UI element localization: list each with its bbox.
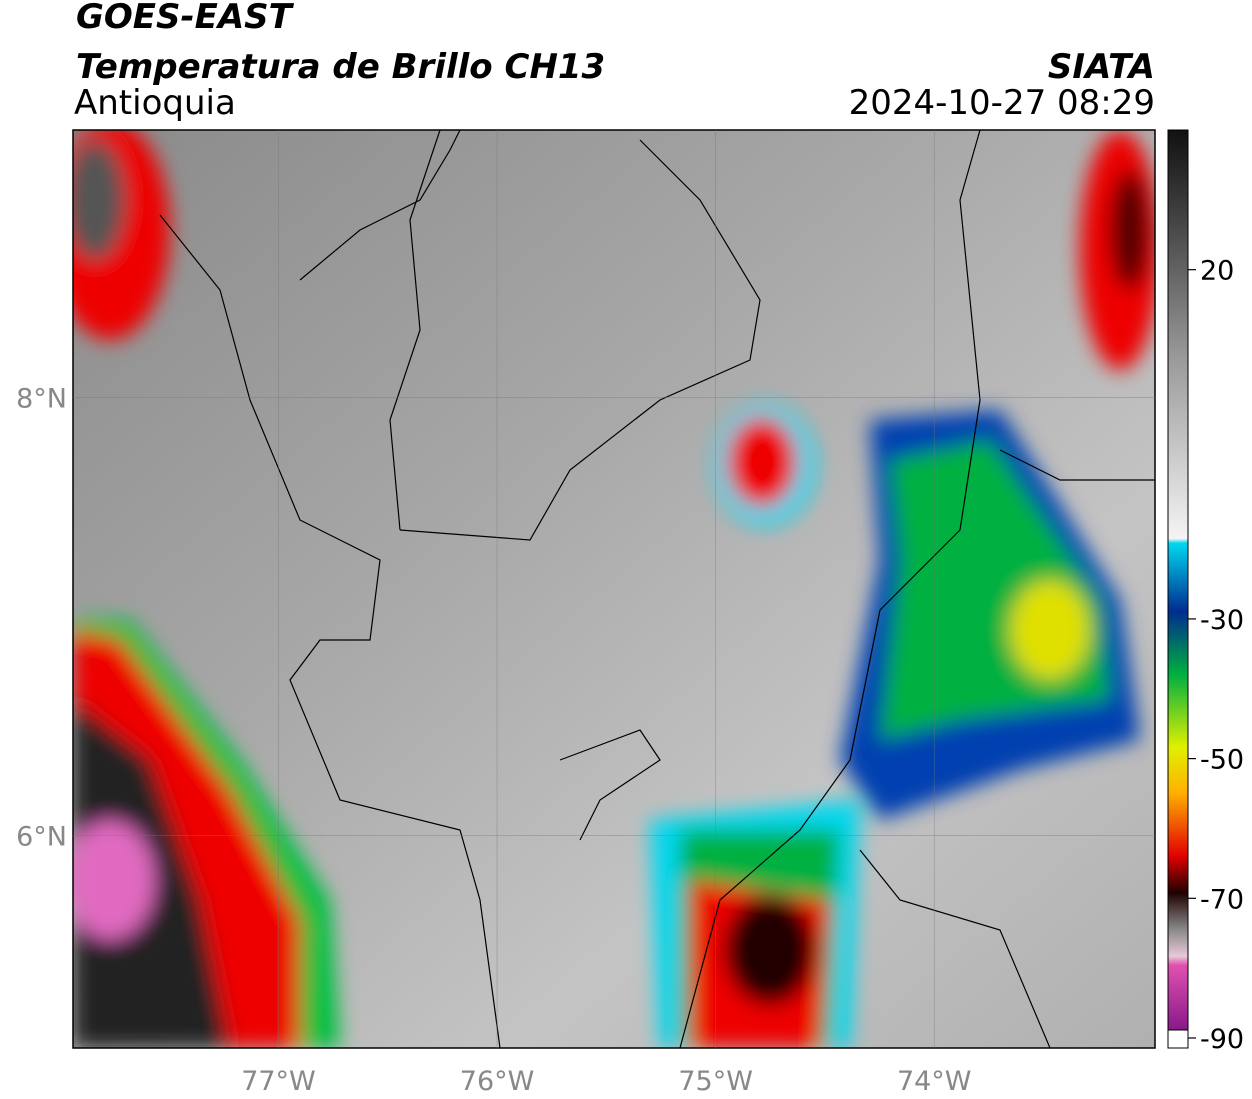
x-tick-label: 77°W [241,1066,316,1097]
title: GOES-EAST [76,0,295,37]
y-tick-label: 6°N [16,821,67,852]
y-tick-label: 8°N [16,383,67,414]
colorbar-tick-label: 20 [1200,256,1234,287]
colorbar-tick-label: -50 [1200,745,1244,776]
subtitle: Temperatura de Brillo CH13 [76,47,605,87]
colorbar-tick-label: -70 [1200,884,1244,915]
colorbar [1167,129,1189,1039]
x-tick-label: 74°W [897,1066,972,1097]
timestamp: 2024-10-27 08:29 [849,83,1155,123]
x-tick-label: 76°W [460,1066,535,1097]
satellite-image [73,130,1155,1048]
colorbar-tick-label: -30 [1200,605,1244,636]
region: Antioquia [74,83,236,123]
colorbar-under [1167,1029,1189,1049]
source: SIATA [1048,47,1155,87]
map-frame [72,129,1156,1049]
colorbar-tick-label: -90 [1200,1024,1244,1055]
x-tick-label: 75°W [678,1066,753,1097]
